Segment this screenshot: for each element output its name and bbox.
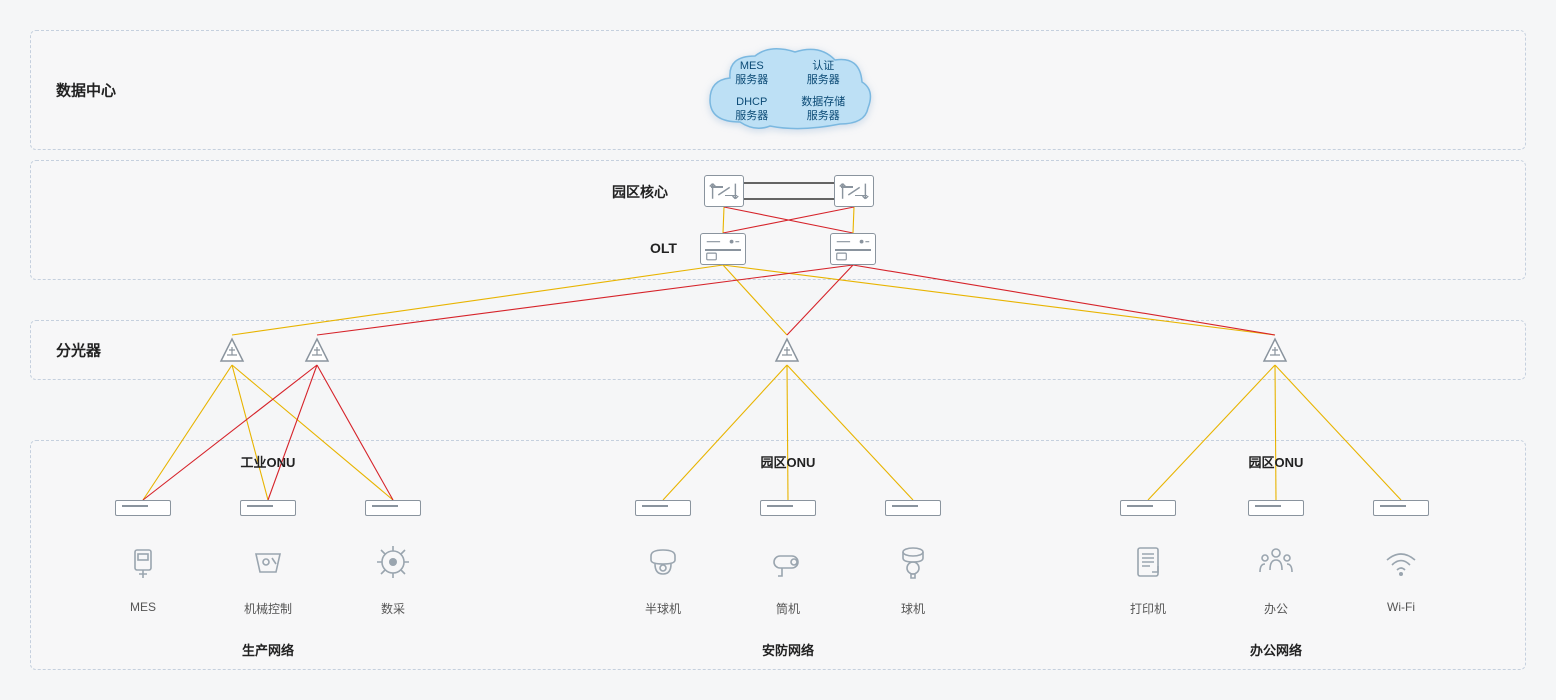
ptz-icon — [893, 542, 933, 582]
onu-0-2 — [365, 500, 421, 516]
onu-0-1 — [240, 500, 296, 516]
bullet-icon — [768, 542, 808, 582]
endpoint-label-2-2: Wi-Fi — [1387, 600, 1415, 614]
core-label: 园区核心 — [612, 182, 668, 202]
printer-icon — [1128, 542, 1168, 582]
onu-1-1 — [760, 500, 816, 516]
splitter-2 — [770, 335, 804, 365]
core-router-0 — [704, 175, 744, 207]
group-footer-0: 生产网络 — [242, 640, 294, 659]
cloud-item-0: MES服务器 — [720, 60, 784, 92]
collect-icon — [373, 542, 413, 582]
tier-datacenter-label: 数据中心 — [56, 80, 116, 101]
tier-splitter-label: 分光器 — [56, 340, 101, 361]
datacenter-cloud: MES服务器 认证服务器 DHCP服务器 数据存储服务器 — [700, 42, 875, 142]
endpoint-label-1-2: 球机 — [901, 600, 925, 617]
endpoint-label-2-1: 办公 — [1264, 600, 1288, 617]
endpoint-label-1-0: 半球机 — [645, 600, 681, 617]
group-title-2: 园区ONU — [1249, 452, 1304, 471]
cloud-item-3: 数据存储服务器 — [792, 96, 856, 128]
cloud-item-2: DHCP服务器 — [720, 96, 784, 128]
endpoint-label-0-0: MES — [130, 600, 156, 614]
wifi-icon — [1381, 542, 1421, 582]
mes-icon — [123, 542, 163, 582]
group-title-0: 工业ONU — [241, 452, 296, 471]
core-router-1 — [834, 175, 874, 207]
endpoint-label-1-1: 筒机 — [776, 600, 800, 617]
onu-1-2 — [885, 500, 941, 516]
olt-label: OLT — [650, 240, 677, 256]
splitter-0 — [215, 335, 249, 365]
onu-2-1 — [1248, 500, 1304, 516]
dome-icon — [643, 542, 683, 582]
people-icon — [1256, 542, 1296, 582]
onu-0-0 — [115, 500, 171, 516]
group-footer-2: 办公网络 — [1250, 640, 1302, 659]
endpoint-label-0-2: 数采 — [381, 600, 405, 617]
onu-2-0 — [1120, 500, 1176, 516]
olt-device-1 — [830, 233, 876, 265]
onu-1-0 — [635, 500, 691, 516]
group-title-1: 园区ONU — [761, 452, 816, 471]
tier-core — [30, 160, 1526, 280]
onu-2-2 — [1373, 500, 1429, 516]
gear-icon — [248, 542, 288, 582]
endpoint-label-2-0: 打印机 — [1130, 600, 1166, 617]
endpoint-label-0-1: 机械控制 — [244, 600, 292, 617]
cloud-item-1: 认证服务器 — [792, 60, 856, 92]
splitter-3 — [1258, 335, 1292, 365]
splitter-1 — [300, 335, 334, 365]
group-footer-1: 安防网络 — [762, 640, 814, 659]
olt-device-0 — [700, 233, 746, 265]
